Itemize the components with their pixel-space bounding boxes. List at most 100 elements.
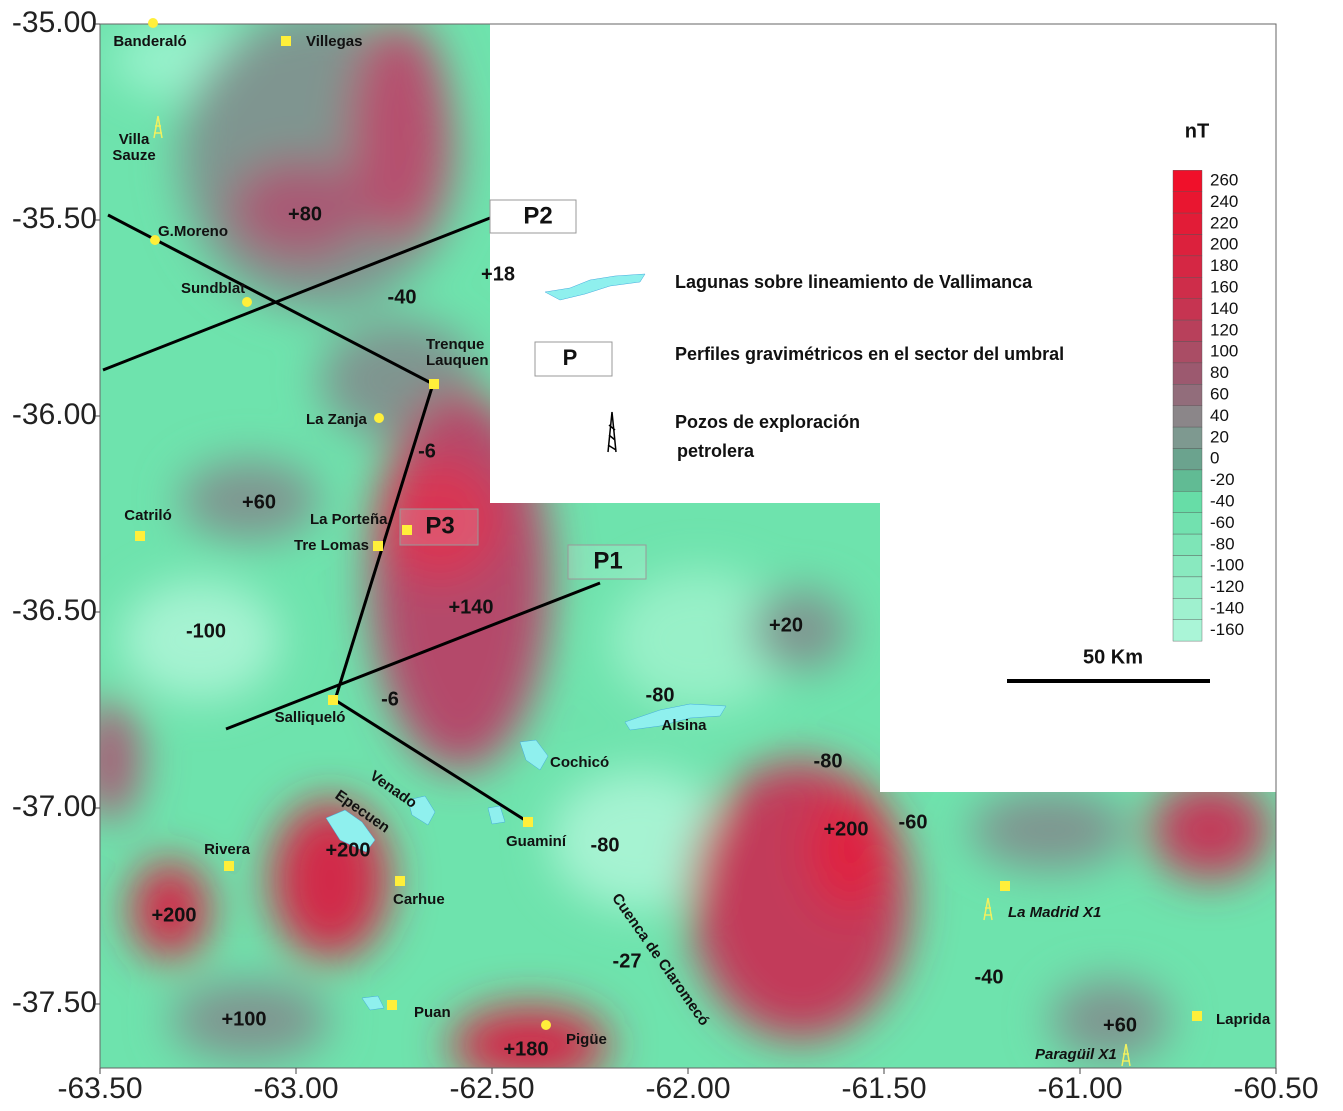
colorbar-label: -140 <box>1210 598 1244 617</box>
x-tick-label: -61.50 <box>841 1072 926 1105</box>
colorbar-band <box>1173 406 1202 427</box>
colorbar-band <box>1173 470 1202 491</box>
colorbar-label: 200 <box>1210 235 1238 254</box>
y-tick-label: -35.00 <box>12 6 97 39</box>
colorbar-band <box>1173 363 1202 384</box>
anomaly-label: -40 <box>388 286 417 308</box>
profile-label: P1 <box>593 547 622 574</box>
town-marker <box>224 861 234 871</box>
colorbar-band <box>1173 256 1202 277</box>
map: 50 Km Lagunas sobre lineamiento de Valli… <box>0 0 1343 1106</box>
anomaly-label: -40 <box>975 966 1004 988</box>
colorbar-label: 120 <box>1210 320 1238 339</box>
legend-symbol: P <box>563 345 578 370</box>
colorbar-label: -160 <box>1210 620 1244 639</box>
colorbar-band <box>1173 170 1202 191</box>
colorbar-label: 100 <box>1210 342 1238 361</box>
place-label: La Zanja <box>306 411 368 428</box>
anomaly-label: +20 <box>769 614 803 636</box>
colorbar-band <box>1173 320 1202 341</box>
colorbar-band <box>1173 277 1202 298</box>
colorbar-band <box>1173 384 1202 405</box>
profile-label: P3 <box>425 512 454 539</box>
anomaly-label: +140 <box>448 596 493 618</box>
colorbar-label: 0 <box>1210 449 1219 468</box>
town-marker <box>387 1000 397 1010</box>
anomaly-label: +60 <box>242 491 276 513</box>
anomaly-label: +80 <box>288 203 322 225</box>
anomaly-label: -60 <box>899 811 928 833</box>
colorbar-label: 60 <box>1210 384 1229 403</box>
town-marker <box>135 531 145 541</box>
legend-text: Perfiles gravimétricos en el sector del … <box>675 344 1064 364</box>
colorbar-band <box>1173 491 1202 512</box>
town-marker <box>541 1020 551 1030</box>
x-tick-label: -63.50 <box>57 1072 142 1105</box>
anomaly-label: -80 <box>591 834 620 856</box>
anomaly-field <box>80 10 1276 1085</box>
anomaly-label: +18 <box>481 263 515 285</box>
y-tick-label: -37.00 <box>12 790 97 823</box>
y-tick-label: -35.50 <box>12 202 97 235</box>
profile-label: P2 <box>523 202 552 229</box>
anomaly-label: -80 <box>814 750 843 772</box>
colorbar-band <box>1173 598 1202 619</box>
place-label: G.Moreno <box>158 223 228 240</box>
town-marker <box>328 695 338 705</box>
town-marker <box>429 379 439 389</box>
colorbar-label: 260 <box>1210 170 1238 189</box>
town-marker <box>374 413 384 423</box>
colorbar-band <box>1173 192 1202 213</box>
place-label: Alsina <box>661 717 707 734</box>
place-label: Puan <box>414 1004 451 1021</box>
colorbar-label: -60 <box>1210 513 1235 532</box>
town-marker <box>148 18 158 28</box>
x-tick-label: -60.50 <box>1233 1072 1318 1105</box>
place-label: Lauquen <box>426 352 489 369</box>
y-tick-label: -36.50 <box>12 594 97 627</box>
town-marker <box>402 525 412 535</box>
legend-text: petrolera <box>677 441 755 461</box>
x-tick-label: -61.00 <box>1037 1072 1122 1105</box>
colorbar-label: 20 <box>1210 427 1229 446</box>
place-label: Sundblat <box>181 280 245 297</box>
town-marker <box>242 297 252 307</box>
x-tick-label: -63.00 <box>253 1072 338 1105</box>
town-marker <box>523 817 533 827</box>
place-label: Guaminí <box>506 833 567 850</box>
anomaly-label: -100 <box>186 620 226 642</box>
place-label: Salliqueló <box>275 709 346 726</box>
anomaly-label: +60 <box>1103 1014 1137 1036</box>
colorbar-band <box>1173 213 1202 234</box>
place-label: Carhue <box>393 891 445 908</box>
colorbar-band <box>1173 513 1202 534</box>
anomaly-label: +100 <box>221 1008 266 1030</box>
x-tick-label: -62.00 <box>645 1072 730 1105</box>
colorbar-band <box>1173 235 1202 256</box>
colorbar-label: 80 <box>1210 363 1229 382</box>
colorbar-band <box>1173 620 1202 641</box>
town-marker <box>1000 881 1010 891</box>
anomaly-label: -6 <box>418 440 436 462</box>
anomaly-label: +200 <box>151 904 196 926</box>
town-marker <box>373 541 383 551</box>
place-label: Villa <box>119 131 150 148</box>
place-label: La Porteña <box>310 511 388 528</box>
y-tick-label: -36.00 <box>12 398 97 431</box>
colorbar-band <box>1173 342 1202 363</box>
anomaly-label: -6 <box>381 688 399 710</box>
colorbar-band <box>1173 556 1202 577</box>
place-label: Catriló <box>124 507 172 524</box>
place-label: Tre Lomas <box>294 537 369 554</box>
colorbar-band <box>1173 534 1202 555</box>
x-tick-label: -62.50 <box>449 1072 534 1105</box>
place-label: Banderaló <box>113 33 186 50</box>
page: 50 Km Lagunas sobre lineamiento de Valli… <box>0 0 1343 1111</box>
colorbar-label: 140 <box>1210 299 1238 318</box>
colorbar-title: nT <box>1185 120 1209 142</box>
colorbar-label: 40 <box>1210 406 1229 425</box>
colorbar-band <box>1173 577 1202 598</box>
anomaly-label: +200 <box>325 839 370 861</box>
anomaly-label: +200 <box>823 818 868 840</box>
place-label: Laprida <box>1216 1011 1271 1028</box>
